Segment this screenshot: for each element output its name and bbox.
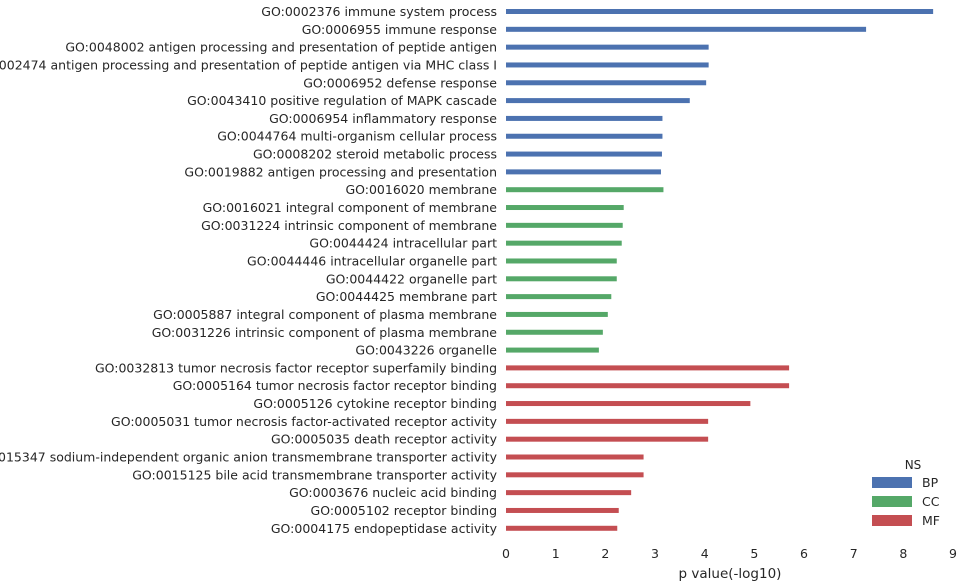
x-tick-label: 2 (601, 546, 609, 561)
category-label: GO:0005887 integral component of plasma … (153, 307, 497, 322)
bar-bp (506, 62, 709, 68)
x-tick-label: 7 (850, 546, 858, 561)
category-label: GO:0002474 antigen processing and presen… (0, 57, 497, 72)
legend-entry-label: BP (922, 475, 939, 490)
bar-bp (506, 169, 661, 175)
category-label: GO:0048002 antigen processing and presen… (65, 40, 497, 55)
bar-cc (506, 240, 622, 246)
bar-cc (506, 276, 617, 282)
category-label: GO:0006952 defense response (303, 75, 497, 90)
category-label: GO:0044422 organelle part (326, 271, 497, 286)
bar-mf (506, 365, 790, 371)
bar-cc (506, 222, 623, 228)
category-label: GO:0005102 receptor binding (311, 503, 497, 518)
bar-mf (506, 418, 709, 424)
category-label: GO:0003676 nucleic acid binding (289, 485, 497, 500)
bar-bp (506, 115, 663, 121)
bars-layer (506, 9, 934, 531)
x-tick-label: 5 (750, 546, 758, 561)
bar-mf (506, 490, 632, 496)
category-label: GO:0015125 bile acid transmembrane trans… (132, 467, 497, 482)
bar-mf (506, 436, 709, 442)
category-label: GO:0031224 intrinsic component of membra… (201, 218, 497, 233)
category-label: GO:0005126 cytokine receptor binding (253, 396, 497, 411)
category-label: GO:0019882 antigen processing and presen… (184, 164, 497, 179)
category-label: GO:0015347 sodium-independent organic an… (0, 450, 498, 465)
legend-swatch (872, 477, 912, 488)
bar-cc (506, 329, 603, 335)
bar-cc (506, 187, 664, 193)
bar-bp (506, 98, 690, 104)
category-label: GO:0044764 multi-organism cellular proce… (217, 129, 497, 144)
category-label: GO:0008202 steroid metabolic process (253, 147, 497, 162)
category-label: GO:0005031 tumor necrosis factor-activat… (111, 414, 498, 429)
legend-entry-label: CC (922, 494, 940, 509)
bar-cc (506, 258, 617, 264)
bar-mf (506, 401, 751, 407)
bar-mf (506, 507, 619, 513)
bar-bp (506, 133, 663, 139)
bar-cc (506, 205, 624, 211)
category-label: GO:0016021 integral component of membran… (203, 200, 498, 215)
bar-bp (506, 80, 707, 86)
x-tick-label: 0 (502, 546, 510, 561)
category-label: GO:0032813 tumor necrosis factor recepto… (95, 360, 497, 375)
legend-title: NS (905, 458, 922, 472)
category-label: GO:0044446 intracellular organelle part (247, 253, 497, 268)
legend-swatch (872, 515, 912, 526)
category-label: GO:0043410 positive regulation of MAPK c… (187, 93, 497, 108)
bar-bp (506, 26, 867, 32)
category-label: GO:0002376 immune system process (261, 4, 497, 19)
x-axis: 0 1 2 3 4 5 6 7 8 9 (502, 546, 957, 561)
category-label: GO:0006954 inflammatory response (269, 111, 497, 126)
category-labels: GO:0002376 immune system process GO:00069… (0, 4, 498, 536)
bar-cc (506, 347, 599, 353)
x-tick-label: 8 (899, 546, 907, 561)
bar-mf (506, 454, 644, 460)
bar-cc (506, 294, 612, 300)
category-label: GO:0005164 tumor necrosis factor recepto… (173, 378, 497, 393)
category-label: GO:0044424 intracellular part (309, 236, 497, 251)
category-label: GO:0006955 immune response (302, 22, 498, 37)
bar-mf (506, 525, 618, 531)
x-tick-label: 1 (552, 546, 560, 561)
legend-swatch (872, 496, 912, 507)
x-tick-label: 4 (701, 546, 709, 561)
bar-bp (506, 9, 934, 14)
category-label: GO:0031226 intrinsic component of plasma… (152, 325, 498, 340)
category-label: GO:0004175 endopeptidase activity (271, 521, 498, 536)
bar-bp (506, 44, 709, 50)
bar-cc (506, 311, 608, 317)
x-tick-label: 9 (949, 546, 957, 561)
bar-bp (506, 151, 662, 157)
category-label: GO:0005035 death receptor activity (271, 432, 498, 447)
bar-mf (506, 383, 790, 389)
x-tick-label: 6 (800, 546, 808, 561)
legend: NS BP CC MF (872, 458, 940, 528)
category-label: GO:0044425 membrane part (316, 289, 497, 304)
x-axis-label: p value(-log10) (679, 566, 782, 582)
bar-mf (506, 472, 644, 478)
legend-entry-label: MF (922, 513, 940, 528)
category-label: GO:0016020 membrane (345, 182, 497, 197)
category-label: GO:0043226 organelle (355, 343, 497, 358)
x-tick-label: 3 (651, 546, 659, 561)
